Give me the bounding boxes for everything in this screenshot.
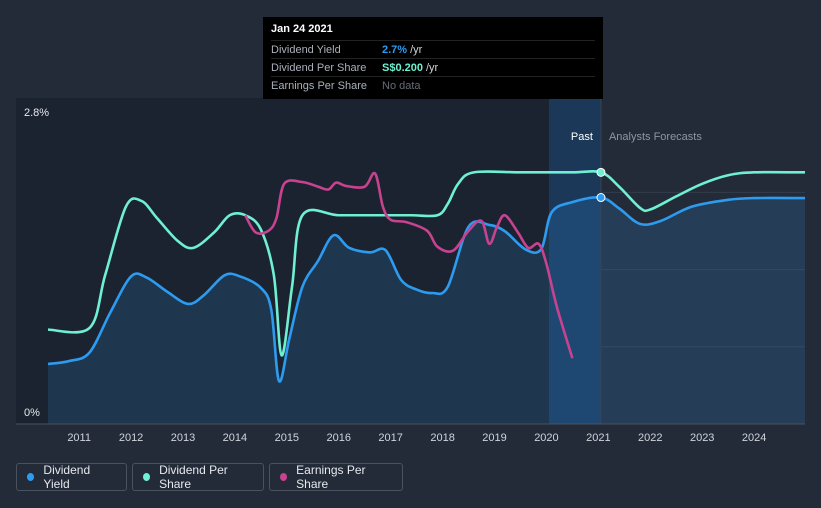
tooltip-unit: /yr [425, 61, 439, 74]
legend-label: Dividend Per Share [159, 463, 228, 491]
tooltip-row-earnings-per-share: Earnings Per Share No data [271, 76, 595, 94]
legend-earnings-per-share[interactable]: Earnings Per Share [269, 463, 403, 491]
x-tick-label: 2020 [534, 432, 558, 444]
past-label: Past [571, 131, 593, 143]
x-tick-label: 2019 [482, 432, 506, 444]
legend-label: Dividend Yield [43, 463, 91, 491]
tooltip-label: Dividend Yield [271, 43, 341, 56]
x-tick-label: 2016 [327, 432, 351, 444]
dividend-per-share-line [47, 170, 806, 357]
tooltip-label: Earnings Per Share [271, 79, 367, 92]
x-tick-label: 2013 [171, 432, 195, 444]
tooltip-row-dividend-yield: Dividend Yield 2.7% /yr [271, 40, 595, 58]
tooltip: Jan 24 2021 Dividend Yield 2.7% /yr Divi… [263, 17, 603, 99]
dividend-yield-marker [596, 193, 606, 203]
x-tick-label: 2017 [378, 432, 402, 444]
current-period-shade [549, 98, 601, 424]
tooltip-row-dividend-per-share: Dividend Per Share S$0.200 /yr [271, 58, 595, 76]
x-tick-label: 2023 [690, 432, 714, 444]
x-tick-label: 2015 [275, 432, 299, 444]
analysts-forecasts-label: Analysts Forecasts [609, 131, 702, 143]
x-tick-label: 2014 [223, 432, 247, 444]
y-tick-label: 2.8% [24, 107, 49, 119]
x-tick-label: 2012 [119, 432, 143, 444]
legend-label: Earnings Per Share [296, 463, 366, 491]
tooltip-value: No data [382, 79, 421, 92]
legend-dot-icon [280, 473, 288, 481]
earnings-per-share-line [244, 171, 574, 359]
legend-dot-icon [143, 473, 151, 481]
tooltip-value: 2.7% [382, 43, 408, 56]
dividend-per-share-marker [596, 167, 606, 177]
tooltip-date: Jan 24 2021 [271, 23, 333, 35]
x-tick-label: 2022 [638, 432, 662, 444]
dividend-yield-line [47, 196, 806, 383]
x-tick-label: 2018 [430, 432, 454, 444]
y-tick-label: 0% [24, 407, 40, 419]
legend-dot-icon [27, 473, 35, 481]
legend-dividend-yield[interactable]: Dividend Yield [16, 463, 127, 491]
tooltip-label: Dividend Per Share [271, 61, 367, 74]
tooltip-unit: /yr [410, 43, 423, 56]
tooltip-value: S$0.200 [382, 61, 423, 74]
x-tick-label: 2021 [586, 432, 610, 444]
dividend-yield-area [48, 197, 805, 424]
past-region [16, 98, 601, 424]
x-tick-label: 2024 [742, 432, 766, 444]
legend-dividend-per-share[interactable]: Dividend Per Share [132, 463, 264, 491]
x-tick-label: 2011 [67, 432, 91, 444]
